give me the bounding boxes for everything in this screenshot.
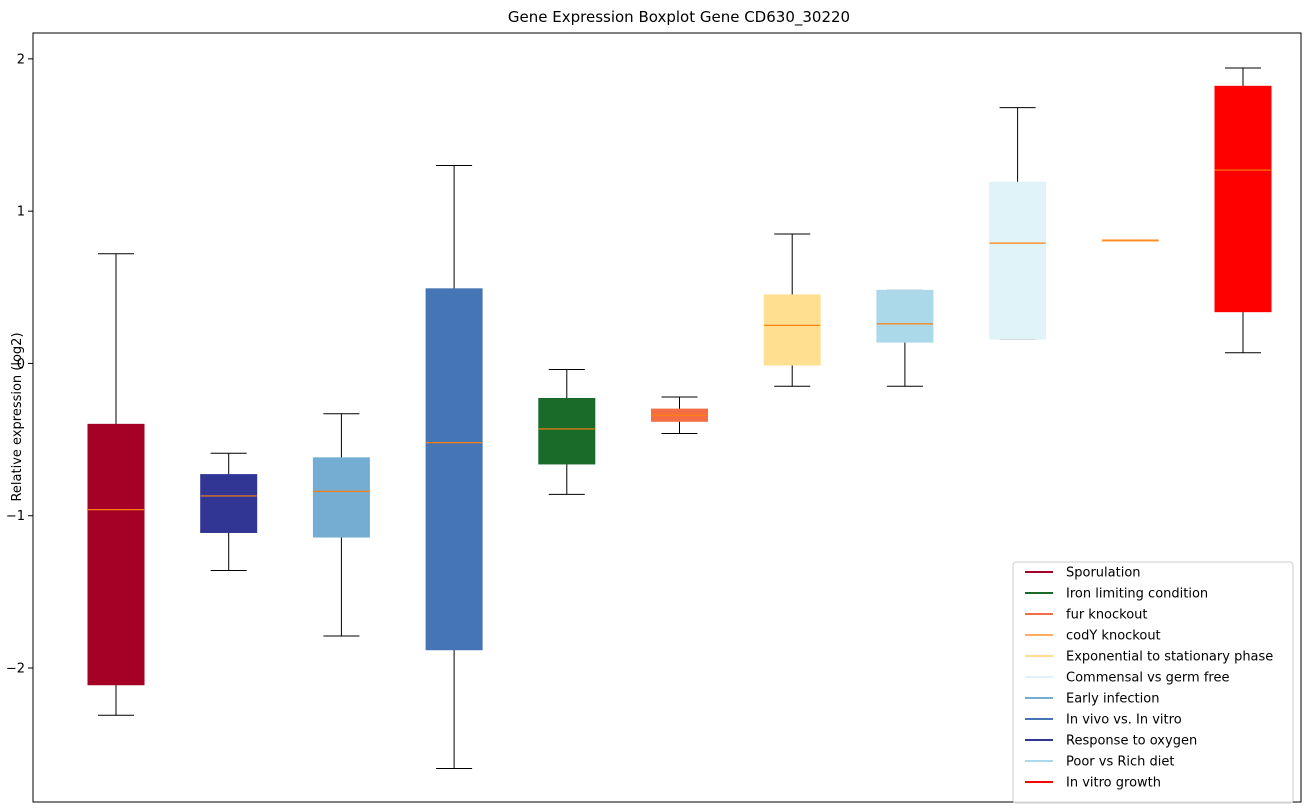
legend-label: Poor vs Rich diet [1066, 755, 1174, 770]
box-response-to-oxygen [200, 452, 258, 572]
y-axis-label: Relative expression (log2) [10, 332, 25, 501]
legend-item: Poor vs Rich diet [1025, 755, 1174, 770]
legend-item: Response to oxygen [1025, 734, 1197, 749]
legend-item: Sporulation [1025, 566, 1141, 581]
box-body [538, 397, 596, 465]
box-in-vitro-growth [1214, 67, 1272, 354]
legend-label: In vivo vs. In vitro [1066, 713, 1182, 728]
y-tick-label: 2 [17, 52, 25, 67]
box-cody-knockout [1101, 239, 1159, 242]
box-body [989, 181, 1047, 340]
legend: Sporulation Iron limiting condition fur kn… [1012, 561, 1294, 804]
box-body [87, 423, 145, 686]
y-axis-ticks: 2 1 0 −1 −2 [6, 52, 33, 676]
y-tick-label: −1 [6, 509, 25, 524]
box-body [312, 457, 370, 538]
box-body [1214, 85, 1272, 313]
plot-frame [32, 32, 1302, 803]
legend-item: Early infection [1025, 692, 1159, 707]
box-exponential-to-stationary-phase [763, 233, 821, 387]
box-sporulation [87, 253, 145, 716]
legend-item: codY knockout [1025, 629, 1161, 644]
legend-frame [1012, 561, 1294, 804]
legend-item: Commensal vs germ free [1025, 671, 1229, 686]
y-tick-label: 0 [17, 357, 25, 372]
box-body [200, 474, 258, 533]
y-tick-label: 1 [17, 205, 25, 220]
legend-label: Iron limiting condition [1066, 587, 1208, 602]
legend-item: fur knockout [1025, 608, 1148, 623]
box-early-infection [312, 413, 370, 637]
box-body [763, 294, 821, 366]
box-poor-vs-rich-diet [876, 289, 934, 387]
box-in-vivo-vs-in-vitro [425, 164, 483, 769]
legend-label: Sporulation [1066, 566, 1141, 581]
y-tick-label: −2 [6, 661, 25, 676]
legend-label: In vitro growth [1066, 776, 1161, 791]
legend-item: In vitro growth [1025, 776, 1161, 791]
legend-label: Exponential to stationary phase [1066, 650, 1273, 665]
legend-label: Response to oxygen [1066, 734, 1197, 749]
legend-label: Early infection [1066, 692, 1159, 707]
box-iron-limiting-condition [538, 369, 596, 495]
box-body [425, 288, 483, 651]
legend-label: codY knockout [1066, 629, 1161, 644]
chart-title: Gene Expression Boxplot Gene CD630_30220 [508, 8, 850, 27]
legend-label: Commensal vs germ free [1066, 671, 1229, 686]
boxes-layer [87, 67, 1272, 769]
legend-item: Iron limiting condition [1025, 587, 1208, 602]
box-body [876, 289, 934, 343]
box-commensal-vs-germ-free [989, 107, 1047, 340]
legend-item: Exponential to stationary phase [1025, 650, 1273, 665]
legend-label: fur knockout [1066, 608, 1148, 623]
legend-item: In vivo vs. In vitro [1025, 713, 1182, 728]
box-fur-knockout [651, 396, 708, 434]
